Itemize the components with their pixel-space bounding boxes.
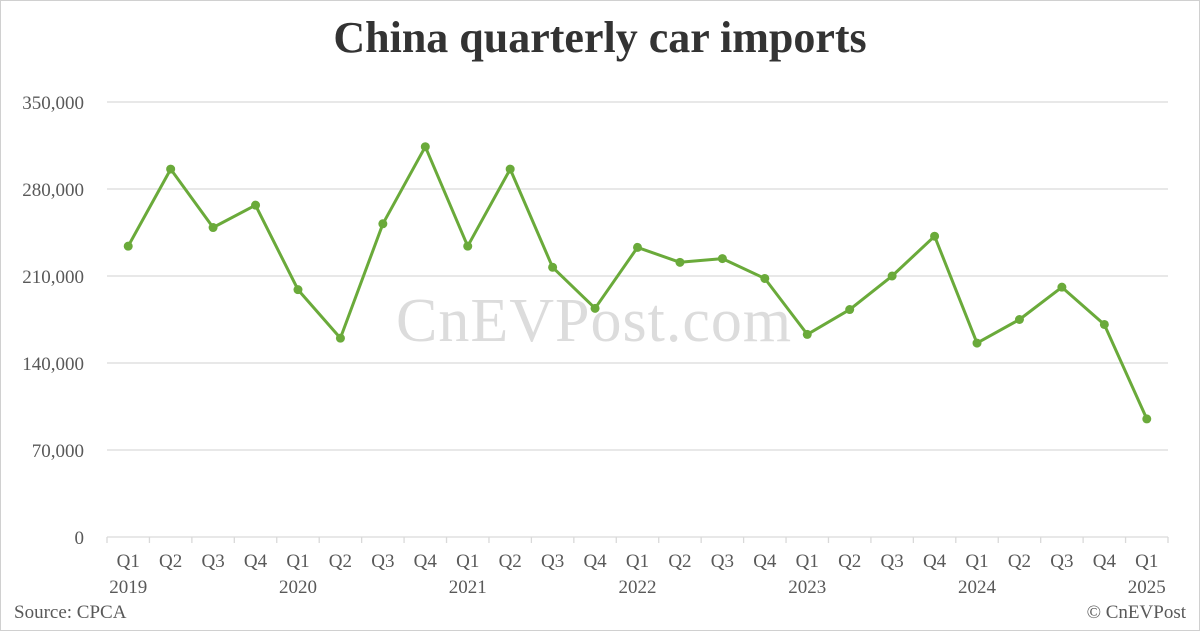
y-tick-label: 0 [75, 528, 85, 549]
data-point [251, 200, 261, 210]
x-tick-label: Q2 [159, 551, 182, 572]
data-point [845, 305, 855, 315]
x-year-label: 2025 [1128, 577, 1166, 598]
data-point [420, 142, 430, 152]
x-year-label: 2022 [619, 577, 657, 598]
x-tick-label: Q3 [1050, 551, 1073, 572]
x-tick-label: Q2 [1008, 551, 1031, 572]
data-point [335, 333, 345, 343]
data-point [717, 254, 727, 264]
data-point [208, 223, 218, 233]
series-line [126, 145, 1149, 420]
x-tick-label: Q1 [626, 551, 649, 572]
x-tick-label: Q1 [117, 551, 140, 572]
data-point [1057, 282, 1067, 292]
data-point [293, 285, 303, 295]
copyright-label: © CnEVPost [1086, 602, 1186, 623]
x-tick-label: Q3 [201, 551, 224, 572]
chart-title: China quarterly car imports [333, 13, 867, 62]
x-tick-label: Q3 [371, 551, 394, 572]
x-year-label: 2020 [279, 577, 317, 598]
data-point [887, 271, 897, 281]
data-point [760, 273, 770, 283]
x-tick-label: Q3 [881, 551, 904, 572]
x-tick-label: Q1 [456, 551, 479, 572]
x-tick-label: Q4 [923, 551, 947, 572]
x-year-label: 2019 [109, 577, 147, 598]
y-tick-label: 140,000 [22, 354, 84, 375]
x-tick-label: Q2 [838, 551, 861, 572]
x-tick-label: Q1 [1135, 551, 1158, 572]
data-point [590, 303, 600, 313]
data-point [1142, 414, 1152, 424]
data-point [505, 164, 515, 174]
x-tick-label: Q1 [965, 551, 988, 572]
x-year-label: 2021 [449, 577, 487, 598]
x-tick-label: Q3 [541, 551, 564, 572]
y-tick-label: 210,000 [22, 267, 84, 288]
x-tick-label: Q3 [711, 551, 734, 572]
data-point [463, 241, 473, 251]
data-point [675, 257, 685, 267]
x-year-label: 2024 [958, 577, 997, 598]
x-year-label: 2023 [788, 577, 826, 598]
x-tick-label: Q2 [329, 551, 352, 572]
y-tick-label: 70,000 [32, 441, 84, 462]
data-point [633, 242, 642, 252]
x-tick-label: Q4 [244, 551, 268, 572]
x-tick-label: Q4 [583, 551, 607, 572]
x-tick-label: Q1 [796, 551, 819, 572]
watermark: CnEVPost.com [396, 287, 793, 355]
data-point [378, 219, 388, 229]
y-tick-label: 350,000 [22, 93, 84, 114]
data-point [123, 241, 133, 251]
x-tick-label: Q4 [414, 551, 438, 572]
x-tick-label: Q2 [668, 551, 691, 572]
x-tick-label: Q1 [286, 551, 309, 572]
source-label: Source: CPCA [14, 602, 127, 623]
data-point [548, 262, 558, 272]
x-tick-label: Q4 [1093, 551, 1117, 572]
x-tick-label: Q2 [499, 551, 522, 572]
x-tick-label: Q4 [753, 551, 777, 572]
data-point [1014, 315, 1024, 324]
data-point [802, 329, 812, 339]
data-point [930, 231, 940, 241]
data-point [972, 338, 982, 348]
data-point [166, 164, 176, 174]
y-tick-label: 280,000 [22, 180, 84, 201]
data-point [1099, 319, 1109, 329]
